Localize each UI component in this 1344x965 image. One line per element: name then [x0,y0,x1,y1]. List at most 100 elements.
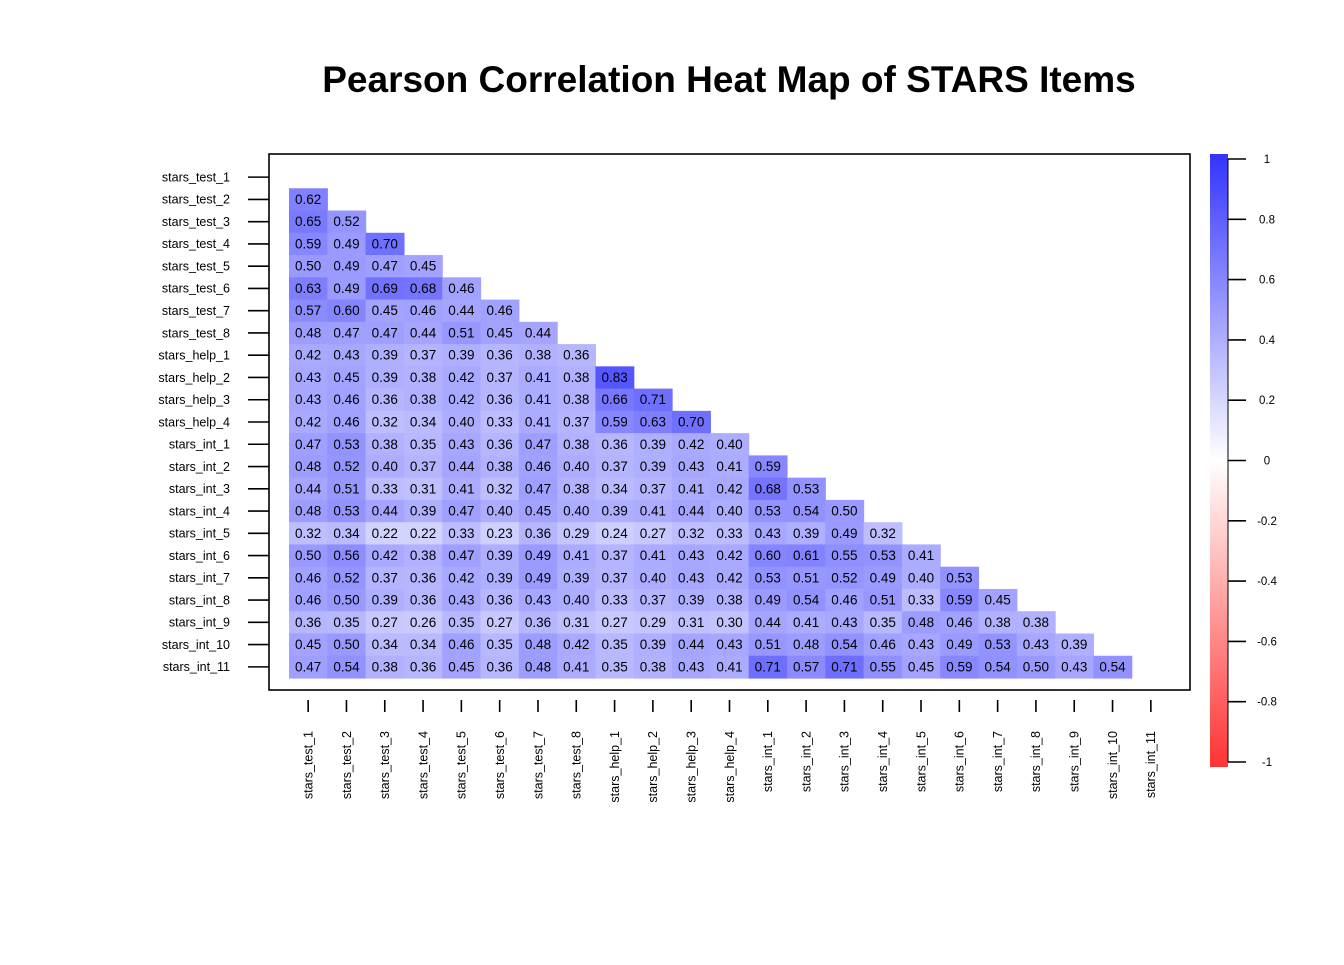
cell-value-label: 0.36 [525,615,551,630]
cell-value-label: 0.32 [870,526,896,541]
heatmap-cell-stars_int_9-stars_test_2 [327,611,367,635]
heatmap-cell-stars_int_6-stars_test_4 [403,544,443,568]
heatmap-cell-stars_help_1-stars_test_2 [327,344,367,367]
cell-value-label: 0.43 [295,370,321,385]
heatmap-cell-stars_int_6-stars_test_7 [518,544,558,568]
column-label-stars_test_4: stars_test_4 [416,731,430,799]
cell-value-label: 0.37 [601,548,627,563]
heatmap-cell-stars_int_8-stars_test_1 [289,588,328,612]
cell-value-label: 0.71 [831,659,857,674]
cell-value-label: 0.46 [525,459,551,474]
row-label-stars_test_6: stars_test_6 [162,282,230,296]
heatmap-cell-stars_int_5-stars_int_3 [825,522,865,546]
row-label-stars_int_9: stars_int_9 [169,616,230,630]
heatmap-cell-stars_help_2-stars_test_5 [442,366,482,390]
cell-value-label: 0.37 [410,459,436,474]
cell-value-label: 0.59 [755,459,781,474]
column-label-stars_test_7: stars_test_7 [531,731,545,799]
column-label-stars_int_8: stars_int_8 [1029,731,1043,792]
heatmap-cell-stars_int_1-stars_test_3 [365,433,405,456]
cell-value-label: 0.44 [448,459,475,474]
heatmap-cell-stars_int_2-stars_help_3 [672,455,711,479]
cell-value-label: 0.27 [487,615,513,630]
row-label-stars_int_11: stars_int_11 [163,660,230,674]
heatmap-cell-stars_int_11-stars_test_6 [480,655,520,679]
cell-value-label: 0.38 [563,481,589,496]
column-label-stars_int_9: stars_int_9 [1068,731,1082,792]
cell-value-label: 0.42 [448,392,474,407]
cell-value-label: 0.45 [984,593,1010,608]
cell-value-label: 0.62 [295,192,321,207]
cell-value-label: 0.59 [601,415,627,430]
heatmap-cell-stars_test_2-stars_test_1 [289,188,328,212]
heatmap-cell-stars_int_9-stars_help_1 [595,611,635,635]
heatmap-cell-stars_int_6-stars_help_4 [710,544,750,568]
heatmap-cell-stars_int_8-stars_help_1 [595,588,635,612]
cell-value-label: 0.35 [601,637,627,652]
heatmap-cell-stars_help_4-stars_test_1 [289,410,328,434]
colorbar-tick-label: -0.4 [1257,576,1277,588]
heatmap-cell-stars_int_2-stars_test_3 [365,455,405,479]
cell-value-label: 0.45 [525,504,551,519]
cell-value-label: 0.46 [410,303,436,318]
cell-value-label: 0.49 [831,526,857,541]
heatmap-cell-stars_int_11-stars_help_3 [672,655,711,679]
cell-value-label: 0.47 [295,659,321,674]
heatmap-cell-stars_int_8-stars_int_3 [825,588,865,612]
cell-value-label: 0.34 [410,415,437,430]
cell-value-label: 0.36 [487,348,513,363]
cell-value-label: 0.51 [333,481,359,496]
heatmap-cell-stars_help_2-stars_test_2 [327,366,367,390]
row-label-stars_help_3: stars_help_3 [158,393,230,407]
heatmap-cell-stars_test_4-stars_test_1 [289,232,328,256]
cell-value-label: 0.48 [793,637,819,652]
colorbar-tick-label: 1 [1264,154,1270,166]
cell-value-label: 0.33 [908,593,934,608]
heatmap-cell-stars_help_4-stars_test_2 [327,410,367,434]
heatmap-cell-stars_help_4-stars_help_3 [672,410,711,434]
cell-value-label: 0.42 [448,370,474,385]
row-label-stars_int_5: stars_int_5 [169,527,230,541]
cell-value-label: 0.36 [487,437,513,452]
cell-value-label: 0.23 [487,526,513,541]
cell-value-label: 0.71 [640,392,666,407]
cell-value-label: 0.55 [870,659,896,674]
heatmap-cell-stars_help_4-stars_test_6 [480,410,520,434]
heatmap-cell-stars_int_4-stars_help_4 [710,499,750,523]
cell-value-label: 0.39 [678,593,704,608]
cell-value-label: 0.43 [448,593,474,608]
cell-value-label: 0.47 [448,504,474,519]
column-label-stars_int_3: stars_int_3 [838,731,852,792]
cell-value-label: 0.45 [333,370,359,385]
cell-value-label: 0.45 [295,637,321,652]
cell-value-label: 0.33 [448,526,474,541]
heatmap-cell-stars_help_3-stars_help_2 [633,388,673,412]
cell-value-label: 0.47 [525,437,551,452]
heatmap-cell-stars_help_1-stars_test_7 [518,344,558,367]
cell-value-label: 0.48 [295,504,321,519]
cell-value-label: 0.35 [448,615,474,630]
cell-value-label: 0.51 [448,325,474,340]
cell-value-label: 0.36 [487,392,513,407]
heatmap-cell-stars_int_1-stars_test_4 [403,433,443,456]
heatmap-cell-stars_int_4-stars_int_2 [786,499,826,523]
cell-value-label: 0.46 [448,637,474,652]
heatmap-cell-stars_test_6-stars_test_4 [403,277,443,301]
heatmap-cell-stars_test_5-stars_test_2 [327,255,367,278]
colorbar [1210,154,1228,767]
cell-value-label: 0.36 [372,392,398,407]
heatmap-cell-stars_int_1-stars_test_7 [518,433,558,456]
row-label-stars_int_7: stars_int_7 [169,571,230,585]
row-label-stars_test_7: stars_test_7 [162,304,230,318]
cell-value-label: 0.34 [601,481,628,496]
cell-value-label: 0.41 [716,459,742,474]
heatmap-cell-stars_int_3-stars_int_1 [748,477,788,501]
heatmap-cell-stars_int_6-stars_help_1 [595,544,635,568]
heatmap-cell-stars_int_6-stars_int_4 [863,544,903,568]
heatmap-cell-stars_test_8-stars_test_2 [327,321,367,345]
cell-value-label: 0.57 [295,303,321,318]
cell-value-label: 0.41 [678,481,704,496]
cell-value-label: 0.39 [563,570,589,585]
heatmap-cell-stars_int_9-stars_int_1 [748,611,788,635]
cell-value-label: 0.41 [563,659,589,674]
